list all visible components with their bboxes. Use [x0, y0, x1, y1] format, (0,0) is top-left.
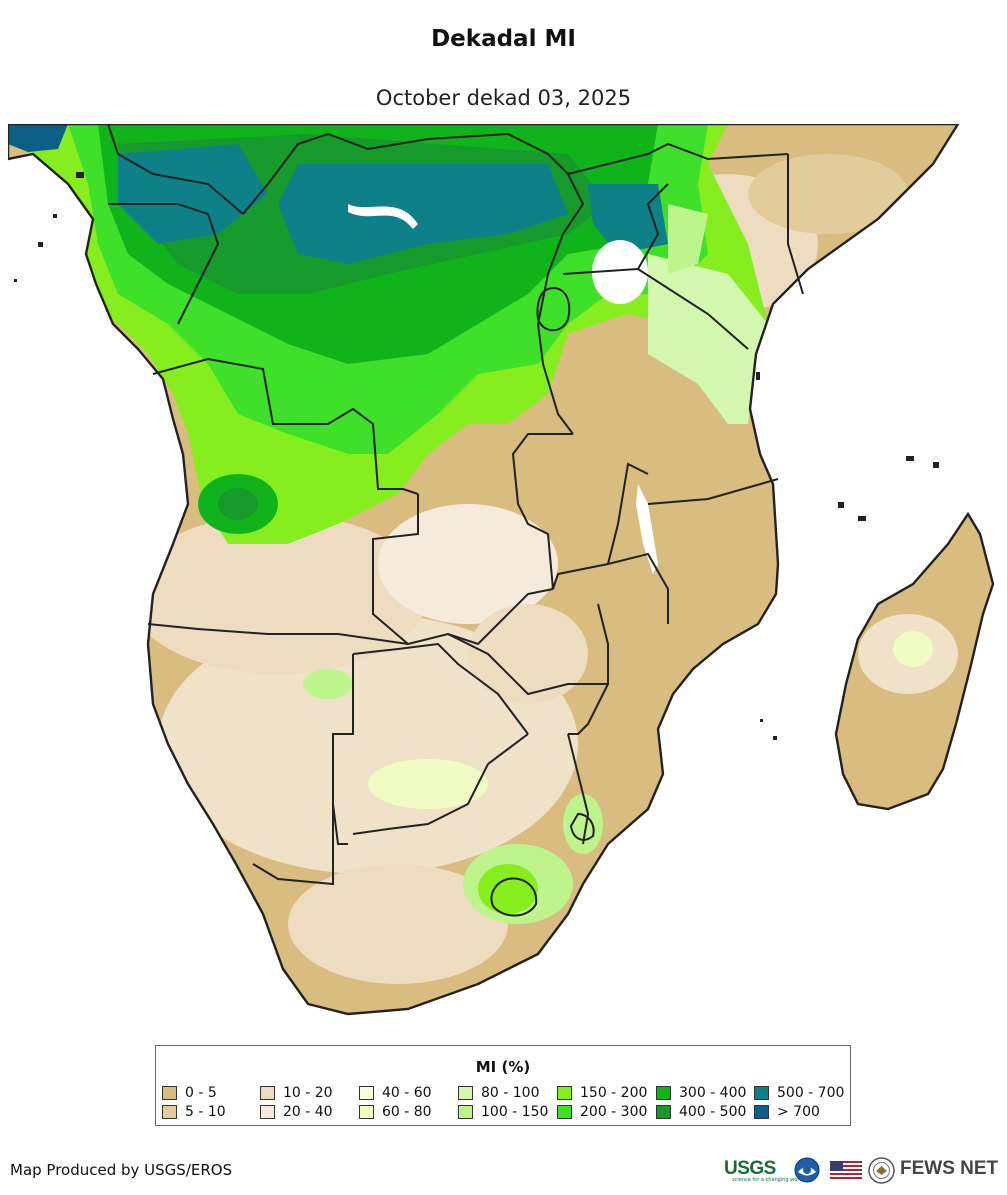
usgs-logo: USGS	[724, 1158, 776, 1179]
legend-label: 80 - 100	[481, 1085, 540, 1101]
legend-item: 150 - 200	[557, 1084, 647, 1102]
legend-item: 40 - 60	[359, 1084, 432, 1102]
legend-item: 500 - 700	[754, 1084, 844, 1102]
legend-label: 40 - 60	[382, 1085, 432, 1101]
country-borders	[107, 124, 804, 917]
fews-net-logo: FEWS NET	[900, 1158, 999, 1179]
legend-label: 300 - 400	[679, 1085, 747, 1101]
legend-swatch	[557, 1105, 572, 1119]
legend-label: > 700	[777, 1104, 820, 1120]
legend-swatch	[458, 1105, 473, 1119]
legend: MI (%) 0 - 5 5 - 10 10 - 20 20 - 40 40 - 60 6…	[155, 1045, 851, 1126]
legend-item: 80 - 100	[458, 1084, 540, 1102]
legend-label: 400 - 500	[679, 1104, 747, 1120]
legend-label: 0 - 5	[185, 1085, 217, 1101]
legend-item: 300 - 400	[656, 1084, 746, 1102]
legend-item: 0 - 5	[162, 1084, 217, 1102]
legend-swatch	[260, 1105, 275, 1119]
mi-map	[8, 124, 995, 1016]
state-dept-seal-icon	[868, 1157, 895, 1184]
legend-item: 20 - 40	[260, 1103, 333, 1121]
legend-item: 5 - 10	[162, 1103, 226, 1121]
legend-swatch	[359, 1086, 374, 1100]
legend-item: 400 - 500	[656, 1103, 746, 1121]
legend-swatch	[458, 1086, 473, 1100]
legend-item: 10 - 20	[260, 1084, 333, 1102]
legend-swatch	[754, 1086, 769, 1100]
legend-swatch	[359, 1105, 374, 1119]
legend-label: 100 - 150	[481, 1104, 549, 1120]
legend-item: > 700	[754, 1103, 820, 1121]
map-credit: Map Produced by USGS/EROS	[10, 1161, 233, 1179]
legend-label: 20 - 40	[283, 1104, 333, 1120]
legend-label: 10 - 20	[283, 1085, 333, 1101]
legend-swatch	[754, 1105, 769, 1119]
legend-swatch	[557, 1086, 572, 1100]
mainland-shading	[8, 124, 958, 1014]
legend-swatch	[162, 1105, 177, 1119]
legend-label: 60 - 80	[382, 1104, 432, 1120]
legend-item: 100 - 150	[458, 1103, 548, 1121]
us-flag-icon	[830, 1161, 862, 1181]
legend-label: 5 - 10	[185, 1104, 226, 1120]
legend-label: 150 - 200	[580, 1085, 648, 1101]
madagascar-shading	[836, 514, 993, 809]
legend-swatch	[162, 1086, 177, 1100]
legend-title: MI (%)	[475, 1058, 531, 1076]
legend-item: 60 - 80	[359, 1103, 432, 1121]
legend-swatch	[656, 1105, 671, 1119]
legend-label: 500 - 700	[777, 1085, 845, 1101]
usgs-tagline: science for a changing world	[732, 1177, 804, 1183]
legend-grid: 0 - 5 5 - 10 10 - 20 20 - 40 40 - 60 60 - 80 8…	[162, 1084, 852, 1124]
legend-label: 200 - 300	[580, 1104, 648, 1120]
map-title: Dekadal MI	[431, 26, 576, 52]
map-subtitle: October dekad 03, 2025	[375, 86, 632, 110]
legend-swatch	[656, 1086, 671, 1100]
partner-logos: USGS science for a changing world FEWS N…	[724, 1156, 1000, 1186]
noaa-logo-icon	[794, 1157, 820, 1183]
legend-item: 200 - 300	[557, 1103, 647, 1121]
legend-swatch	[260, 1086, 275, 1100]
islands	[14, 172, 939, 740]
